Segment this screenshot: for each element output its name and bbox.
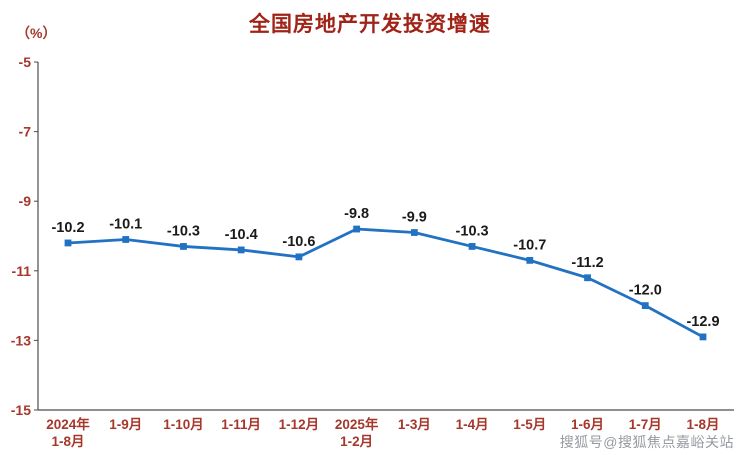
data-point-marker [526,256,534,264]
y-tick-label: -9 [19,193,32,209]
x-tick-label: 2025年 [335,416,379,432]
data-point-label: -10.2 [51,220,84,236]
data-point-marker [410,229,418,236]
data-point-label: -11.2 [571,255,603,271]
data-point-label: -10.7 [513,237,546,253]
data-point-label: -10.1 [109,216,142,232]
x-tick-label: 1-6月 [571,417,604,432]
data-point-label: -9.9 [402,210,427,226]
data-point-marker [64,239,72,247]
x-tick-label: 1-10月 [163,417,204,432]
data-point-label: -10.3 [456,223,489,239]
x-tick-label: 2024年 [46,416,90,432]
x-tick-label: 1-9月 [109,417,142,432]
y-tick-label: -7 [19,124,32,140]
x-tick-label: 1-8月 [51,434,84,449]
data-point-marker [122,236,130,243]
data-point-label: -10.6 [282,234,315,250]
y-tick-label: -5 [19,54,32,70]
x-tick-label: 1-5月 [513,417,546,432]
data-point-marker [699,333,707,341]
data-point-marker [237,246,245,254]
series-line [66,227,705,339]
data-point-marker [641,302,649,309]
x-tick-label: 1-2月 [340,434,373,449]
x-tick-label: 1-7月 [629,417,662,432]
y-tick-label: -11 [12,263,32,279]
x-tick-label: 1-8月 [686,417,719,432]
data-point-marker [468,243,476,250]
watermark: 搜狐号@搜狐焦点嘉峪关站 [559,434,734,450]
data-point-marker [584,274,591,282]
data-point-label: -12.9 [686,314,719,330]
x-tick-label: 1-12月 [279,417,320,432]
data-point-marker [180,243,187,250]
x-tick-label: 1-11月 [221,417,261,432]
y-tick-label: -13 [11,332,31,348]
x-tick-label: 1-4月 [456,417,489,432]
data-point-label: -12.0 [629,283,662,299]
data-point-label: -9.8 [344,206,369,222]
data-point-marker [295,253,303,261]
chart-title: 全国房地产开发投资增速 [249,13,491,36]
data-point-label: -10.3 [167,223,200,239]
y-tick-label: -15 [11,402,31,418]
data-point-label: -10.4 [225,227,258,243]
x-tick-label: 1-3月 [398,417,431,432]
data-point-marker [353,225,361,233]
y-axis-unit: （%） [16,25,57,41]
